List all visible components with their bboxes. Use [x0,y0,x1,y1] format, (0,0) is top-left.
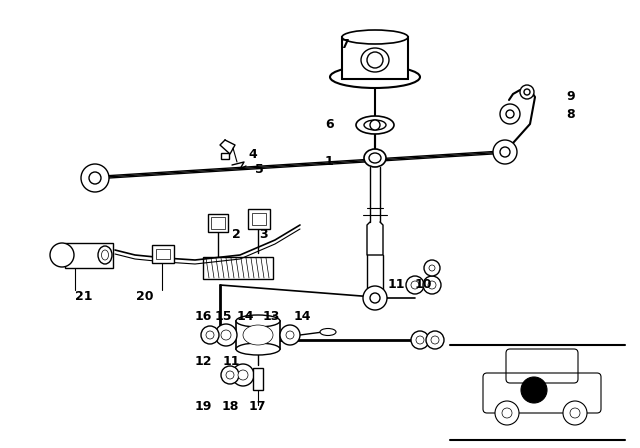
Circle shape [206,331,214,339]
Circle shape [521,377,547,403]
Text: 2: 2 [232,228,241,241]
Circle shape [495,401,519,425]
Circle shape [500,104,520,124]
Text: 15: 15 [215,310,232,323]
Circle shape [406,276,424,294]
Circle shape [506,110,514,118]
Text: 19: 19 [195,400,212,413]
Bar [152,245,174,263]
Bar [248,209,270,229]
Circle shape [411,331,429,349]
Ellipse shape [330,66,420,88]
Ellipse shape [102,250,109,260]
Text: 8: 8 [566,108,575,121]
Ellipse shape [320,328,336,336]
Ellipse shape [356,116,394,134]
Circle shape [286,331,294,339]
Text: 10: 10 [415,278,433,291]
Bar [156,249,170,259]
Circle shape [524,89,530,95]
Circle shape [502,408,512,418]
Text: 16: 16 [195,310,212,323]
Ellipse shape [236,343,280,355]
Circle shape [81,164,109,192]
Ellipse shape [243,325,273,345]
Ellipse shape [361,48,389,72]
Bar [203,257,273,279]
Ellipse shape [364,149,386,167]
Bar [211,217,225,229]
Circle shape [570,408,580,418]
Bar [253,368,263,390]
Text: 3: 3 [259,228,268,241]
Bar [208,214,228,232]
Circle shape [280,325,300,345]
Circle shape [363,286,387,310]
Circle shape [221,366,239,384]
Circle shape [428,281,436,289]
Circle shape [431,336,439,344]
Circle shape [201,326,219,344]
Circle shape [238,370,248,380]
Circle shape [429,265,435,271]
Bar [342,37,408,79]
Circle shape [563,401,587,425]
Text: 20: 20 [136,290,154,303]
Circle shape [520,85,534,99]
Circle shape [370,120,380,130]
Circle shape [426,331,444,349]
Text: 21: 21 [75,290,93,303]
Circle shape [89,172,101,184]
Text: 14: 14 [237,310,255,323]
Text: 18: 18 [222,400,239,413]
Text: 11: 11 [388,278,406,291]
Ellipse shape [98,246,112,264]
Circle shape [226,371,234,379]
Text: 6: 6 [325,118,333,131]
Bar [252,213,266,225]
Text: 9: 9 [566,90,575,103]
Text: 1: 1 [325,155,333,168]
Circle shape [370,293,380,303]
Text: 17: 17 [249,400,266,413]
Ellipse shape [369,153,381,163]
Circle shape [411,281,419,289]
Text: 14: 14 [294,310,312,323]
Text: 5: 5 [255,163,264,176]
Circle shape [500,147,510,157]
Ellipse shape [364,120,386,130]
Bar [65,243,113,268]
Ellipse shape [236,315,280,327]
Circle shape [493,140,517,164]
Circle shape [416,336,424,344]
Ellipse shape [342,30,408,44]
Bar [236,321,280,349]
Circle shape [424,260,440,276]
Circle shape [215,324,237,346]
Bar [221,153,229,159]
Text: 7: 7 [340,38,349,51]
Circle shape [367,52,383,68]
Circle shape [50,243,74,267]
Text: 11: 11 [223,355,241,368]
Circle shape [232,364,254,386]
Circle shape [423,276,441,294]
Text: 4: 4 [248,148,257,161]
Circle shape [221,330,231,340]
Text: 13: 13 [263,310,280,323]
Text: 12: 12 [195,355,212,368]
